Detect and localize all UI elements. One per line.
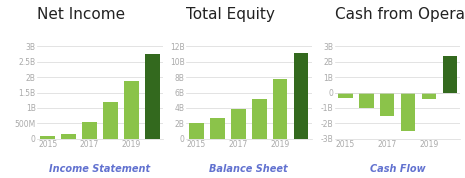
Text: Total Equity: Total Equity (186, 7, 275, 22)
Bar (443, 56, 457, 93)
Text: Balance Sheet: Balance Sheet (209, 164, 288, 174)
Bar (273, 79, 287, 139)
Bar (189, 123, 204, 139)
Bar (210, 118, 225, 139)
Bar (401, 93, 415, 131)
Bar (40, 136, 55, 139)
Bar (294, 53, 308, 139)
Bar (231, 109, 246, 139)
Text: Cash Flow: Cash Flow (370, 164, 425, 174)
Bar (359, 93, 373, 108)
Bar (252, 99, 266, 139)
Bar (338, 93, 352, 98)
Text: Cash from Operati...: Cash from Operati... (335, 7, 465, 22)
Text: Income Statement: Income Statement (49, 164, 151, 174)
Bar (61, 134, 76, 139)
Bar (380, 93, 394, 116)
Bar (124, 81, 139, 139)
Bar (145, 54, 159, 139)
Text: Net Income: Net Income (37, 7, 126, 22)
Bar (422, 93, 436, 99)
Bar (82, 122, 97, 139)
Bar (103, 101, 118, 139)
